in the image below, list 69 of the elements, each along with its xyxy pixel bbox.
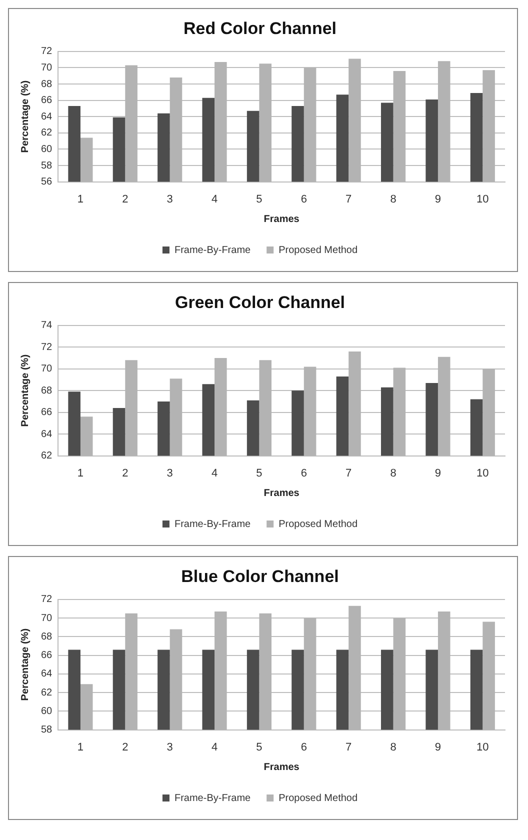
x-tick-label: 2 bbox=[122, 467, 128, 480]
y-tick-label: 62 bbox=[41, 687, 53, 698]
y-tick-label: 68 bbox=[41, 631, 53, 642]
legend-label: Proposed Method bbox=[278, 792, 358, 804]
legend-label: Proposed Method bbox=[278, 518, 358, 530]
x-tick-label: 4 bbox=[211, 193, 218, 206]
x-tick-label: 1 bbox=[77, 467, 84, 480]
x-axis-title: Frames bbox=[264, 488, 300, 499]
y-axis-title: Percentage (%) bbox=[20, 80, 31, 153]
y-tick-label: 64 bbox=[41, 668, 53, 680]
legend-label: Frame-By-Frame bbox=[174, 244, 252, 256]
x-tick-label: 10 bbox=[476, 741, 489, 754]
y-tick-label: 58 bbox=[41, 724, 53, 736]
x-tick-label: 9 bbox=[434, 741, 442, 754]
legend-label: Proposed Method bbox=[278, 244, 358, 256]
legend-label: Frame-By-Frame bbox=[174, 518, 252, 530]
x-tick-label: 6 bbox=[300, 193, 307, 206]
x-tick-label: 5 bbox=[256, 193, 262, 206]
y-tick-label: 72 bbox=[41, 342, 53, 353]
y-tick-label: 58 bbox=[41, 160, 53, 172]
y-tick-label: 70 bbox=[41, 364, 53, 375]
y-axis-title: Percentage (%) bbox=[20, 354, 31, 427]
y-tick-label: 70 bbox=[41, 62, 53, 74]
x-tick-label: 3 bbox=[166, 193, 173, 206]
x-tick-label: 1 bbox=[77, 193, 84, 206]
x-tick-label: 5 bbox=[256, 741, 262, 754]
x-tick-label: 8 bbox=[390, 467, 396, 480]
chart-title: Blue Color Channel bbox=[181, 566, 339, 586]
y-tick-label: 66 bbox=[41, 650, 53, 662]
x-tick-label: 2 bbox=[122, 741, 128, 754]
y-axis-title: Percentage (%) bbox=[20, 628, 31, 701]
x-tick-label: 3 bbox=[166, 467, 173, 480]
x-tick-label: 10 bbox=[476, 193, 489, 206]
legend-label: Frame-By-Frame bbox=[174, 792, 252, 804]
y-tick-label: 68 bbox=[41, 385, 53, 396]
x-tick-label: 4 bbox=[211, 741, 218, 754]
y-tick-label: 64 bbox=[41, 428, 53, 440]
x-tick-label: 5 bbox=[256, 467, 262, 480]
y-tick-label: 66 bbox=[41, 407, 53, 418]
y-tick-label: 60 bbox=[41, 706, 53, 717]
y-tick-label: 68 bbox=[41, 78, 53, 90]
y-tick-label: 72 bbox=[41, 46, 53, 58]
x-tick-label: 1 bbox=[77, 741, 84, 754]
y-tick-label: 66 bbox=[41, 95, 53, 106]
x-tick-label: 6 bbox=[300, 741, 307, 754]
y-tick-label: 64 bbox=[41, 111, 53, 122]
y-tick-label: 74 bbox=[41, 320, 53, 332]
y-tick-label: 62 bbox=[41, 450, 53, 462]
x-tick-label: 7 bbox=[346, 193, 352, 206]
y-tick-label: 70 bbox=[41, 612, 53, 624]
y-tick-label: 56 bbox=[41, 176, 53, 188]
x-tick-label: 9 bbox=[434, 467, 442, 480]
x-tick-label: 4 bbox=[211, 467, 218, 480]
x-tick-label: 8 bbox=[390, 741, 396, 754]
x-tick-label: 9 bbox=[434, 193, 442, 206]
x-tick-label: 7 bbox=[346, 741, 352, 754]
chart-title: Red Color Channel bbox=[183, 18, 337, 38]
y-tick-label: 72 bbox=[41, 594, 53, 606]
chart-title: Green Color Channel bbox=[174, 292, 346, 312]
y-tick-label: 62 bbox=[41, 128, 53, 139]
x-tick-label: 2 bbox=[122, 193, 128, 206]
x-axis-title: Frames bbox=[264, 214, 300, 225]
x-tick-label: 10 bbox=[476, 467, 489, 480]
x-axis-title: Frames bbox=[264, 762, 300, 773]
x-tick-label: 8 bbox=[390, 193, 396, 206]
x-tick-label: 3 bbox=[166, 741, 173, 754]
x-tick-label: 6 bbox=[300, 467, 307, 480]
y-tick-label: 60 bbox=[41, 144, 53, 155]
x-tick-label: 7 bbox=[346, 467, 352, 480]
